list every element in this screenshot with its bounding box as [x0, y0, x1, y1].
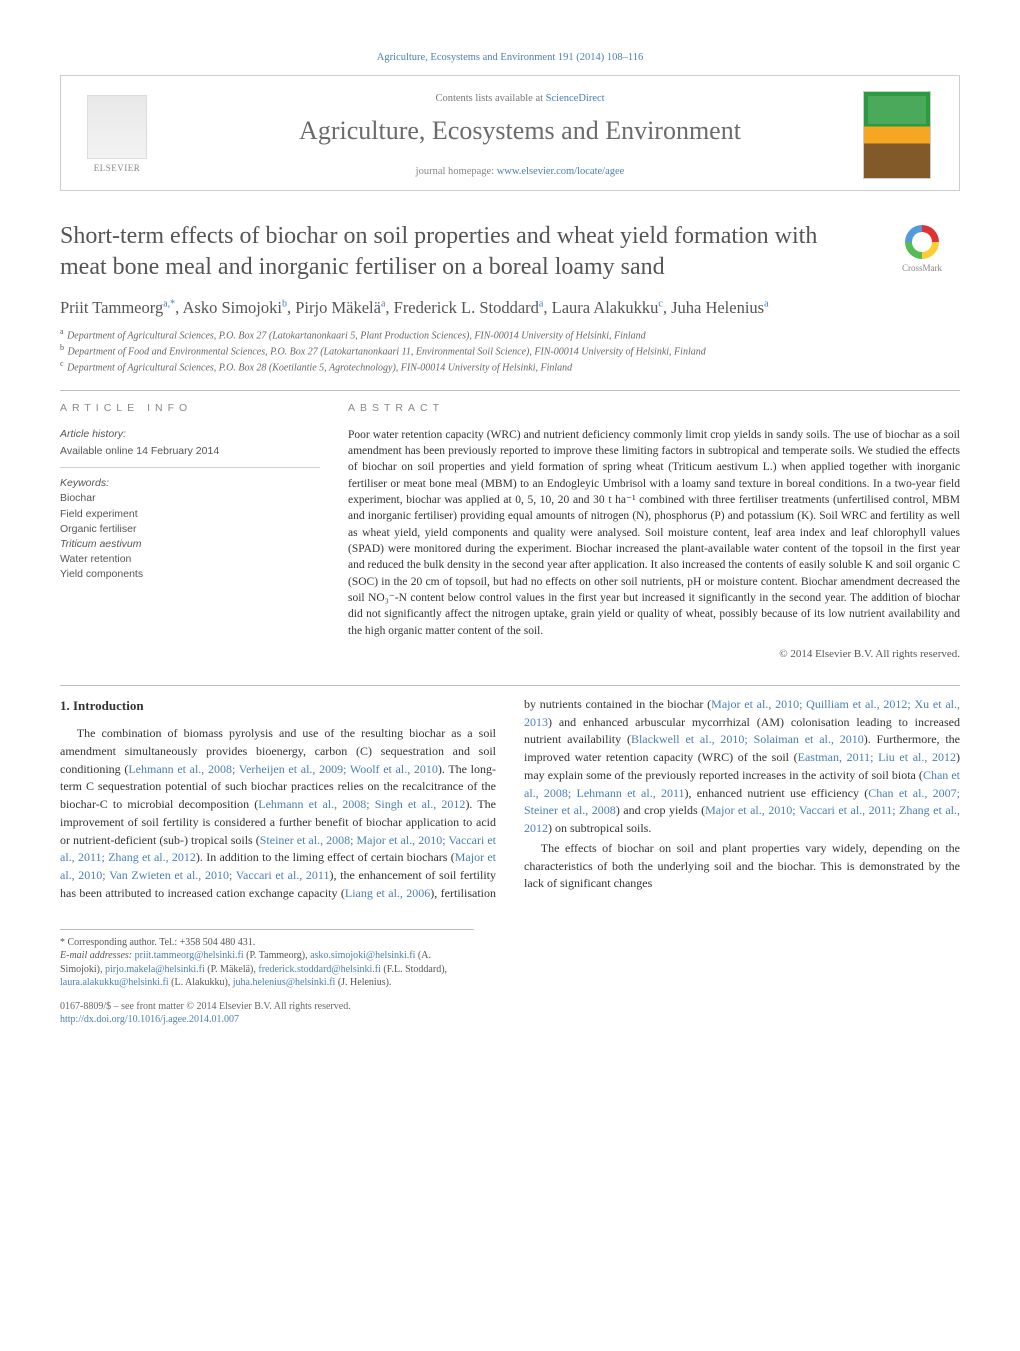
crossmark-icon — [905, 225, 939, 259]
contents-available-line: Contents lists available at ScienceDirec… — [191, 91, 849, 106]
article-info-block: article info Article history: Available … — [60, 401, 320, 662]
journal-masthead: ELSEVIER Contents lists available at Sci… — [60, 75, 960, 191]
keyword: Triticum aestivum — [60, 537, 320, 552]
author: Juha Heleniusa — [671, 298, 768, 317]
affiliation: a Department of Agricultural Sciences, P… — [60, 327, 960, 343]
keyword: Field experiment — [60, 507, 320, 522]
citation-link[interactable]: Blackwell et al., 2010; Solaiman et al.,… — [631, 732, 864, 746]
elsevier-logo: ELSEVIER — [77, 90, 157, 180]
copyright-line: © 2014 Elsevier B.V. All rights reserved… — [348, 647, 960, 663]
body-paragraph: The effects of biochar on soil and plant… — [524, 840, 960, 893]
citation-link[interactable]: Lehmann et al., 2008; Verheijen et al., … — [128, 762, 438, 776]
affiliation: c Department of Agricultural Sciences, P… — [60, 359, 960, 375]
section-heading: 1. Introduction — [60, 696, 496, 715]
elsevier-wordmark: ELSEVIER — [94, 162, 141, 175]
divider — [60, 685, 960, 686]
keyword: Yield components — [60, 567, 320, 582]
author: Pirjo Mäkeläa — [295, 298, 385, 317]
email-link[interactable]: frederick.stoddard@helsinki.fi — [258, 964, 381, 975]
author-list: Priit Tammeorga,*, Asko Simojokib, Pirjo… — [60, 297, 960, 319]
email-link[interactable]: laura.alakukku@helsinki.fi — [60, 977, 169, 988]
author: Priit Tammeorga,* — [60, 298, 175, 317]
issn-line: 0167-8809/$ – see front matter © 2014 El… — [60, 1000, 474, 1014]
citation-link[interactable]: Lehmann et al., 2008; Singh et al., 2012 — [258, 797, 465, 811]
citation-link[interactable]: Eastman, 2011; Liu et al., 2012 — [798, 750, 956, 764]
email-addresses: E-mail addresses: priit.tammeorg@helsink… — [60, 949, 474, 990]
homepage-pre: journal homepage: — [416, 166, 497, 177]
abstract-block: abstract Poor water retention capacity (… — [348, 401, 960, 662]
abstract-text: Poor water retention capacity (WRC) and … — [348, 427, 960, 639]
history-line: Available online 14 February 2014 — [60, 444, 320, 459]
keyword: Organic fertiliser — [60, 522, 320, 537]
author: Frederick L. Stoddarda — [394, 298, 544, 317]
journal-name: Agriculture, Ecosystems and Environment — [191, 112, 849, 150]
journal-cover-thumb — [863, 91, 931, 179]
affiliation: b Department of Food and Environmental S… — [60, 343, 960, 359]
running-head: Agriculture, Ecosystems and Environment … — [60, 50, 960, 65]
article-info-heading: article info — [60, 401, 320, 416]
keyword: Water retention — [60, 552, 320, 567]
keywords-label: Keywords: — [60, 477, 109, 489]
divider — [60, 390, 960, 391]
abstract-heading: abstract — [348, 401, 960, 416]
affiliations: a Department of Agricultural Sciences, P… — [60, 327, 960, 374]
crossmark-badge[interactable]: CrossMark — [884, 225, 960, 275]
contents-pre: Contents lists available at — [435, 93, 545, 104]
journal-homepage-link[interactable]: www.elsevier.com/locate/agee — [497, 166, 625, 177]
author: Laura Alakukkuc — [552, 298, 663, 317]
email-link[interactable]: asko.simojoki@helsinki.fi — [310, 950, 415, 961]
author: Asko Simojokib — [183, 298, 287, 317]
crossmark-label: CrossMark — [902, 263, 942, 273]
email-link[interactable]: juha.helenius@helsinki.fi — [233, 977, 336, 988]
corresponding-author: * Corresponding author. Tel.: +358 504 4… — [60, 936, 474, 950]
doi-link[interactable]: http://dx.doi.org/10.1016/j.agee.2014.01… — [60, 1013, 474, 1027]
email-link[interactable]: priit.tammeorg@helsinki.fi — [135, 950, 244, 961]
footnotes: * Corresponding author. Tel.: +358 504 4… — [60, 929, 474, 1027]
keyword: Biochar — [60, 491, 320, 506]
email-link[interactable]: pirjo.makela@helsinki.fi — [105, 964, 205, 975]
history-label: Article history: — [60, 427, 320, 442]
body-text: 1. Introduction The combination of bioma… — [60, 696, 960, 903]
citation-link[interactable]: Liang et al., 2006 — [345, 886, 430, 900]
article-title: Short-term effects of biochar on soil pr… — [60, 221, 860, 282]
journal-homepage-line: journal homepage: www.elsevier.com/locat… — [191, 164, 849, 179]
sciencedirect-link[interactable]: ScienceDirect — [546, 93, 605, 104]
elsevier-tree-icon — [87, 95, 147, 159]
